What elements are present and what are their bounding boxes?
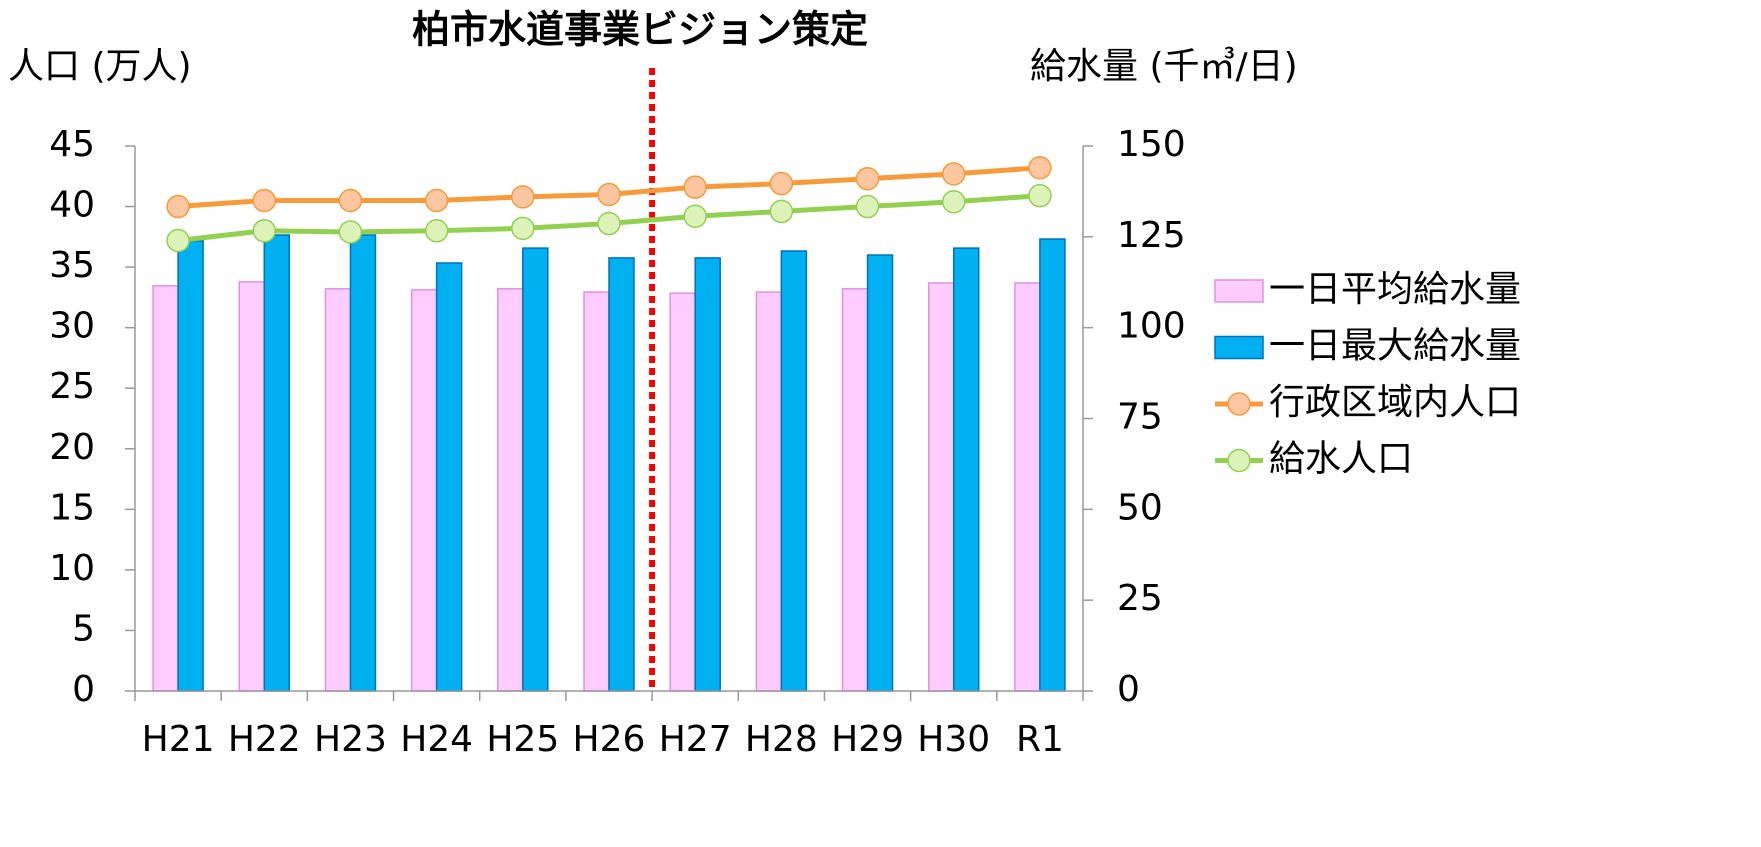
line-marker [338,220,363,244]
bar [669,292,696,692]
bar [1014,282,1041,692]
y-tick-label: 25 [49,366,95,407]
line-marker [769,199,794,224]
bar [177,240,204,692]
line-marker [511,185,535,209]
bar [238,281,266,692]
y2-tick-label: 0 [1117,669,1140,710]
line-marker [597,211,621,236]
x-tick-label: H28 [745,719,818,760]
bar [152,285,179,692]
line-marker [855,194,880,219]
y-tick-label: 45 [49,124,95,165]
bar [1039,238,1066,692]
bar [927,282,955,692]
line-marker [855,166,880,191]
legend-label: 行政区域内人口 [1269,382,1521,423]
line-marker [166,194,190,219]
bar [952,247,980,692]
line-marker [1028,156,1052,180]
legend-label: 一日平均給水量 [1269,269,1521,310]
legend-label: 給水人口 [1269,439,1413,480]
line-marker [941,162,966,186]
legend-label: 一日最大給水量 [1269,326,1521,367]
bar [324,288,352,692]
bar [694,257,721,692]
bar [780,250,808,692]
x-tick-label: H22 [228,719,301,760]
y-tick-label: 20 [49,427,95,468]
bar [608,257,635,692]
legend-swatch [1214,279,1264,303]
y-tick-label: 30 [49,306,95,347]
x-tick-label: H27 [659,719,732,760]
x-tick-label: H26 [573,719,646,760]
y-tick-label: 10 [49,548,95,589]
line-marker [683,204,707,228]
bar [583,291,610,692]
x-tick-label: H29 [831,719,904,760]
y2-axis-label: 給水量 (千㎥/日) [1030,46,1298,87]
bar [497,288,524,692]
line-marker [941,189,966,214]
line-marker [597,182,621,207]
x-tick-label: H25 [486,719,559,760]
y-tick-label: 15 [49,487,95,528]
y-tick-label: 0 [72,669,95,710]
x-tick-label: H21 [142,719,215,760]
line-marker [252,188,277,213]
line-marker [424,188,449,213]
line-marker [511,216,535,241]
legend-swatch [1227,448,1251,473]
line-marker [424,219,449,243]
x-tick-label: H24 [400,719,473,760]
line-marker [252,219,277,243]
x-tick-label: R1 [1016,719,1064,760]
y-tick-label: 35 [49,245,95,286]
y2-tick-label: 125 [1117,215,1186,256]
y2-tick-label: 150 [1117,124,1186,165]
bar [866,254,894,692]
bar [410,289,438,692]
bar [755,291,783,692]
legend-swatch [1214,335,1264,360]
y-tick-label: 40 [49,185,95,226]
line-marker [1028,183,1052,208]
y-axis-label: 人口 (万人) [8,46,192,87]
bar [349,234,377,692]
x-tick-label: H23 [314,719,387,760]
x-tick-label: H30 [917,719,990,760]
annotation: 柏市水道事業ビジョン策定 [412,8,868,52]
line-marker [683,175,707,199]
line-marker [338,188,363,213]
bar [435,262,463,692]
y2-tick-label: 50 [1117,487,1163,528]
legend-swatch [1227,392,1251,416]
y2-tick-label: 25 [1117,578,1163,619]
line-marker [166,228,190,253]
y-tick-label: 5 [72,608,95,649]
bar [841,288,869,692]
y2-tick-label: 100 [1117,306,1186,347]
y2-tick-label: 75 [1117,397,1163,438]
line-marker [769,171,794,196]
bar [522,247,549,692]
bar [263,234,291,692]
